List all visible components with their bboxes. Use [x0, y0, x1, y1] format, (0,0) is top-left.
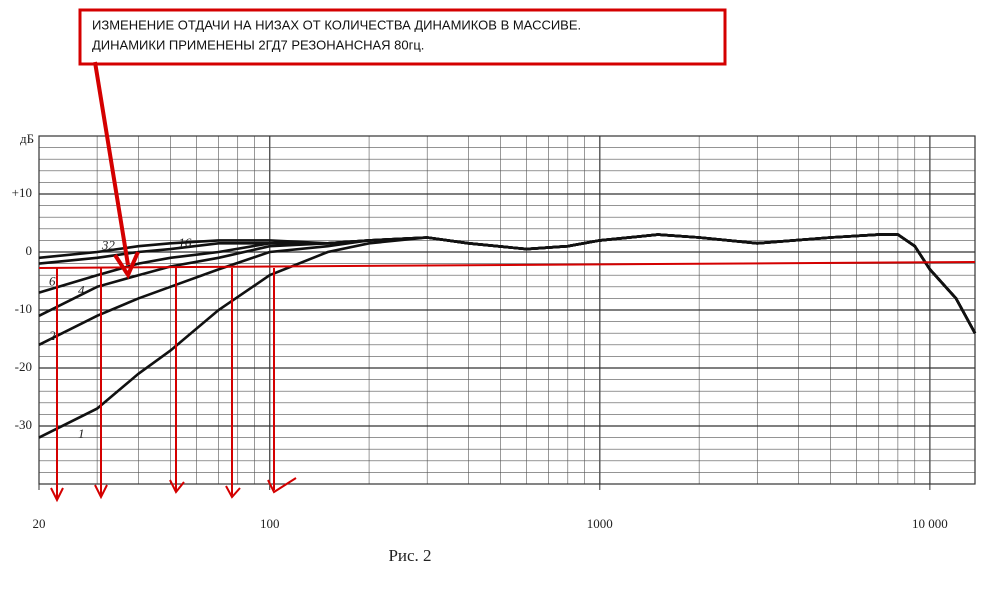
- curve: [38, 233, 977, 334]
- arrow: [225, 268, 241, 499]
- pointer-arrow: [93, 61, 130, 266]
- arrow: [50, 268, 64, 503]
- curve-label: 4: [78, 282, 85, 297]
- arrow: [267, 268, 297, 494]
- curve-label: 6: [49, 274, 56, 289]
- x-tick-label: 20: [33, 516, 46, 531]
- y-tick-label: -30: [15, 417, 32, 432]
- x-tick-label: 1000: [587, 516, 613, 531]
- y-tick-label: +10: [12, 185, 32, 200]
- reference-line: [38, 261, 976, 269]
- y-tick-label: 0: [26, 243, 33, 258]
- red-annotations: [38, 8, 976, 503]
- x-tick-label: 100: [260, 516, 280, 531]
- arrow: [94, 268, 108, 500]
- curve-label: 1: [78, 426, 85, 441]
- y-tick-label: -20: [15, 359, 32, 374]
- curve-label: 32: [101, 237, 116, 252]
- caption: Рис. 2: [388, 546, 431, 565]
- y-tick-label: -10: [15, 301, 32, 316]
- curve-label: 2: [49, 328, 56, 343]
- arrow: [169, 268, 185, 494]
- annotation-box: [78, 8, 727, 66]
- y-axis-label: дБ: [20, 131, 34, 146]
- x-tick-label: 10 000: [912, 516, 948, 531]
- pointer-head: [113, 251, 140, 280]
- annotation-line: ДИНАМИКИ ПРИМЕНЕНЫ 2ГД7 РЕЗОНАНСНАЯ 80гц…: [92, 37, 424, 52]
- annotation-line: ИЗМЕНЕНИЕ ОТДАЧИ НА НИЗАХ ОТ КОЛИЧЕСТВА …: [92, 17, 581, 32]
